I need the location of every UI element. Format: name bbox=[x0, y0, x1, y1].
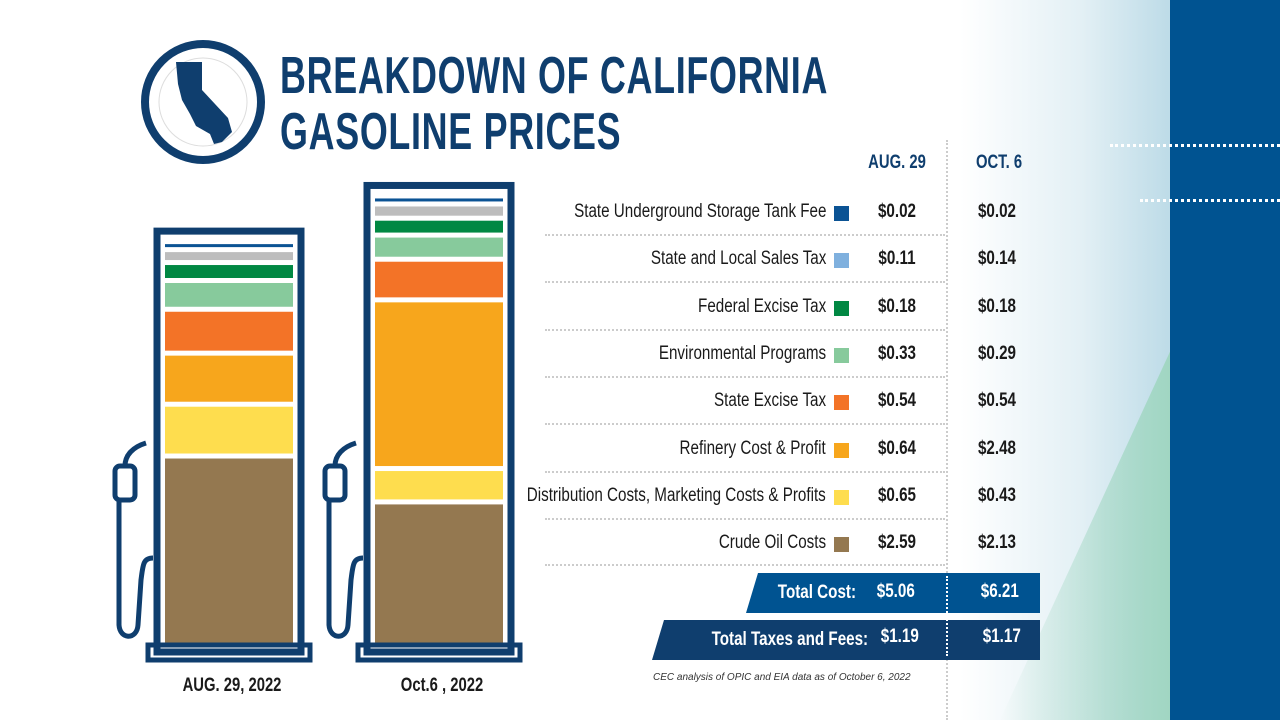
row-label: State Excise Tax bbox=[713, 390, 826, 412]
pump-nozzle-icon bbox=[112, 463, 138, 503]
pump-segment bbox=[375, 504, 503, 645]
column-header-aug: AUG. 29 bbox=[868, 152, 926, 173]
decor-dots bbox=[1110, 144, 1280, 147]
total-cost-aug: $5.06 bbox=[876, 581, 915, 602]
decor-dots bbox=[1140, 199, 1280, 202]
legend-swatch bbox=[834, 537, 849, 553]
legend-swatch bbox=[834, 253, 849, 269]
pump-segment bbox=[375, 220, 503, 233]
row-separator bbox=[545, 470, 945, 473]
row-label: State Underground Storage Tank Fee bbox=[573, 201, 826, 222]
title-line-1: BREAKDOWN OF CALIFORNIA bbox=[280, 47, 829, 105]
total-taxes-label: Total Taxes and Fees: bbox=[711, 629, 869, 650]
value-aug: $2.59 bbox=[877, 532, 917, 554]
total-taxes-oct: $1.17 bbox=[982, 626, 1021, 647]
row-separator bbox=[545, 234, 945, 236]
value-aug: $0.02 bbox=[877, 201, 917, 222]
row-label: State and Local Sales Tax bbox=[650, 248, 826, 270]
pump-body bbox=[153, 227, 305, 656]
legend-swatch bbox=[834, 442, 849, 458]
pump-segment bbox=[165, 406, 293, 454]
table-row: Environmental Programs bbox=[540, 331, 950, 378]
row-label: Federal Excise Tax bbox=[697, 295, 826, 317]
pump-body bbox=[363, 181, 515, 656]
pump-base bbox=[355, 642, 523, 663]
pump-label-aug: AUG. 29, 2022 bbox=[182, 675, 282, 696]
value-oct: $0.18 bbox=[977, 295, 1017, 317]
row-label: Environmental Programs bbox=[658, 342, 826, 364]
value-aug: $0.18 bbox=[877, 295, 917, 317]
pump-segment bbox=[375, 206, 503, 216]
row-separator bbox=[545, 564, 945, 566]
row-separator bbox=[545, 375, 945, 378]
pump-segment bbox=[375, 302, 503, 467]
value-aug: $0.65 bbox=[877, 484, 917, 506]
pump-chart bbox=[112, 181, 523, 663]
pump-segment bbox=[375, 237, 503, 257]
table-row: State Underground Storage Tank Fee bbox=[540, 189, 950, 236]
total-taxes-aug: $1.19 bbox=[880, 626, 919, 647]
value-oct: $0.54 bbox=[977, 390, 1017, 412]
pump-nozzle-icon bbox=[322, 463, 348, 503]
pump-segment bbox=[165, 355, 293, 402]
value-aug: $0.33 bbox=[877, 342, 917, 364]
value-oct: $2.13 bbox=[977, 532, 1017, 554]
california-logo-icon bbox=[141, 40, 265, 164]
value-oct: $0.43 bbox=[977, 484, 1017, 506]
value-oct: $0.14 bbox=[977, 248, 1017, 270]
footnote: CEC analysis of OPIC and EIA data as of … bbox=[653, 672, 911, 683]
value-oct: $0.29 bbox=[977, 342, 1017, 364]
title-line-2: GASOLINE PRICES bbox=[280, 103, 622, 161]
totals-divider bbox=[946, 576, 948, 656]
legend-swatch bbox=[834, 347, 849, 363]
pump-segment bbox=[165, 265, 293, 278]
value-oct: $0.02 bbox=[977, 201, 1017, 222]
value-oct: $2.48 bbox=[977, 437, 1017, 459]
total-cost-oct: $6.21 bbox=[980, 581, 1019, 602]
total-cost-label: Total Cost: bbox=[777, 582, 857, 603]
pump-hose bbox=[326, 500, 364, 639]
pump-nozzle-spout bbox=[122, 440, 147, 467]
table-row: State and Local Sales Tax bbox=[540, 236, 950, 283]
legend-swatch bbox=[834, 206, 849, 221]
pump-segment bbox=[165, 311, 293, 351]
background-navy-band bbox=[1170, 0, 1280, 720]
pump-segment bbox=[165, 244, 293, 248]
row-separator bbox=[545, 423, 945, 426]
legend-swatch bbox=[834, 300, 849, 316]
table-row: Federal Excise Tax bbox=[540, 284, 950, 331]
pump-hose bbox=[116, 500, 154, 639]
pump-segment bbox=[165, 283, 293, 307]
pump-segment bbox=[375, 471, 503, 500]
legend-swatch bbox=[834, 395, 849, 411]
table-row: Distribution Costs, Marketing Costs & Pr… bbox=[527, 473, 950, 520]
table-row: Refinery Cost & Profit bbox=[540, 426, 950, 473]
legend-swatch bbox=[834, 489, 849, 505]
pump-segment bbox=[165, 458, 293, 645]
row-label: Distribution Costs, Marketing Costs & Pr… bbox=[526, 484, 826, 506]
total-taxes-bar: Total Taxes and Fees: $1.19 $1.17 bbox=[652, 620, 1040, 660]
table-row: Crude Oil Costs bbox=[540, 520, 950, 567]
pump-segment bbox=[165, 252, 293, 261]
total-cost-bar: Total Cost: $5.06 $6.21 bbox=[746, 573, 1040, 613]
row-label: Crude Oil Costs bbox=[718, 532, 826, 554]
column-header-oct: OCT. 6 bbox=[975, 152, 1023, 173]
column-divider bbox=[946, 140, 948, 720]
value-aug: $0.54 bbox=[877, 390, 917, 412]
pump-nozzle-spout bbox=[332, 440, 357, 467]
pump-label-oct: Oct.6 , 2022 bbox=[400, 675, 484, 696]
pump-base bbox=[145, 642, 313, 663]
row-label: Refinery Cost & Profit bbox=[679, 437, 826, 459]
value-aug: $0.64 bbox=[877, 437, 917, 459]
pump-segment bbox=[375, 198, 503, 202]
row-separator bbox=[545, 517, 945, 520]
row-separator bbox=[545, 281, 945, 284]
table-row: State Excise Tax bbox=[540, 378, 950, 425]
value-aug: $0.11 bbox=[878, 248, 916, 270]
row-separator bbox=[545, 328, 945, 331]
pump-segment bbox=[375, 261, 503, 298]
page-title: BREAKDOWN OF CALIFORNIA GASOLINE PRICES bbox=[280, 48, 828, 160]
